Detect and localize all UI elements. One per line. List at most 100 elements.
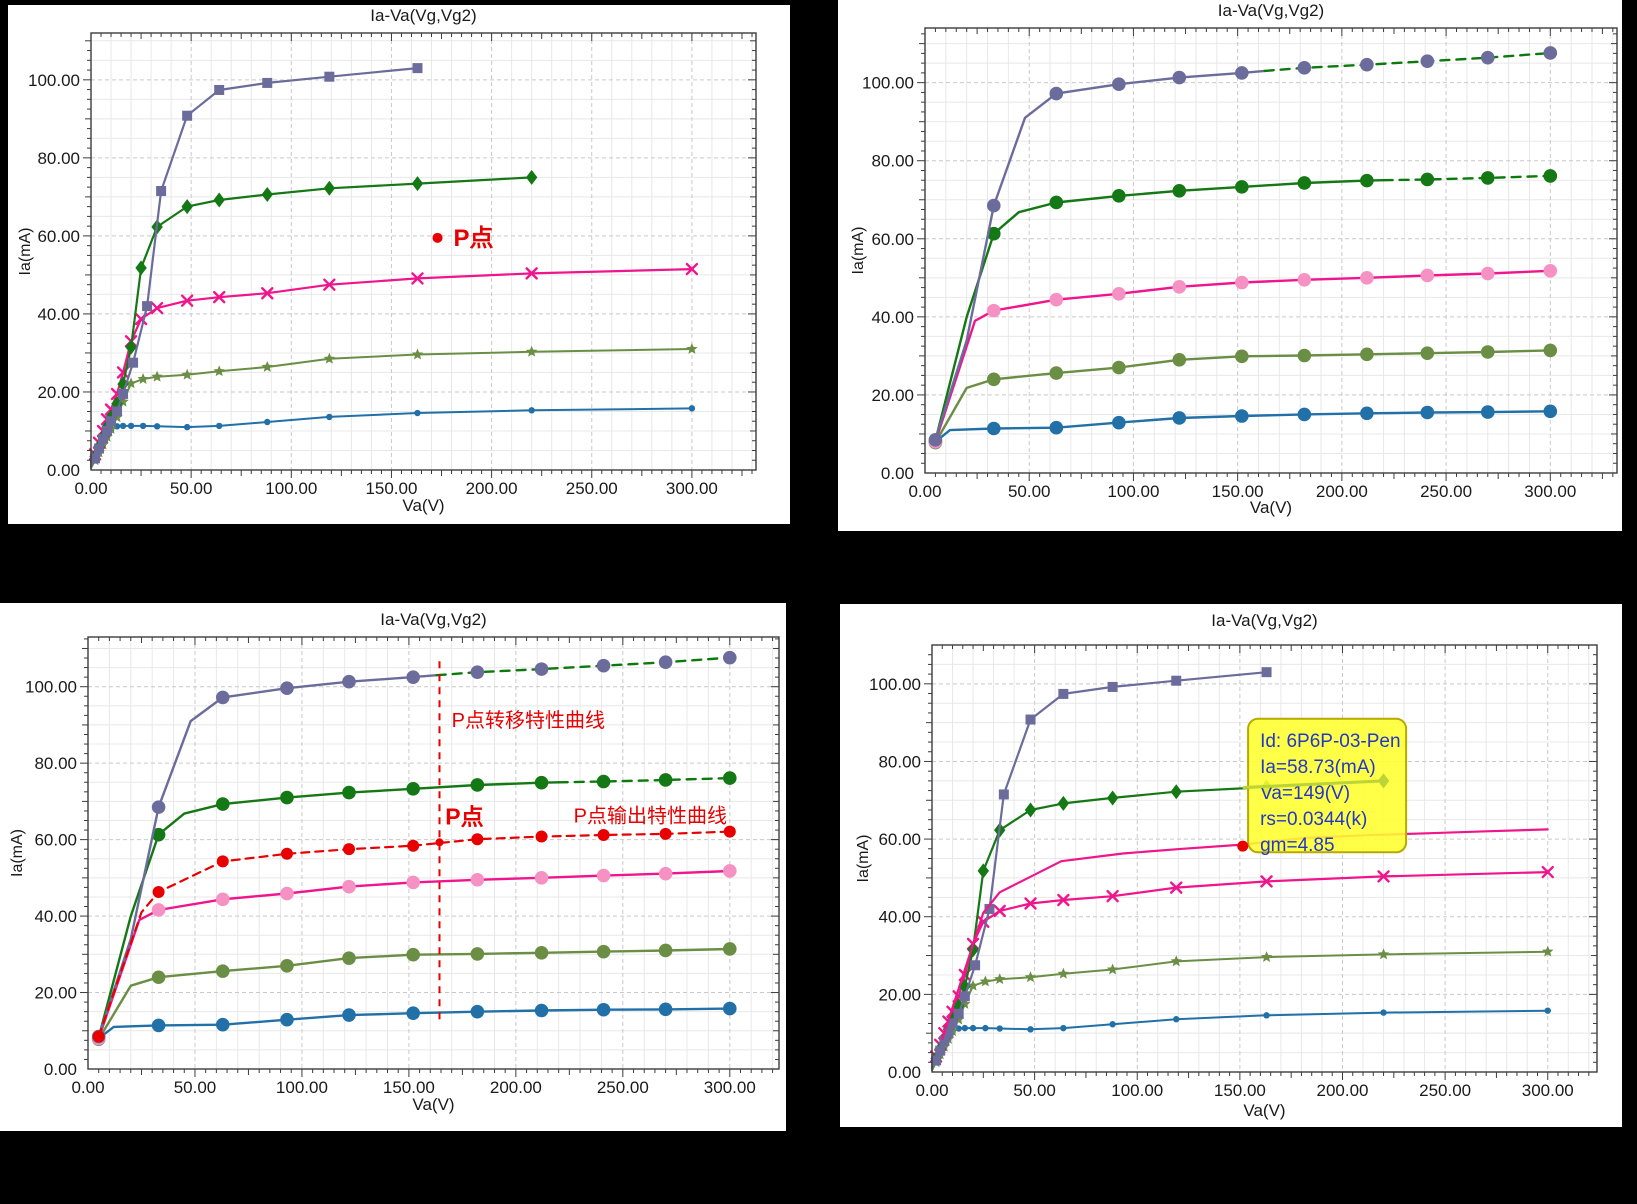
tooltip-line-1: Ia=58.73(mA) [1260,757,1376,778]
x-tick-label: 250.00 [566,479,618,498]
y-tick-label: 80.00 [878,752,921,771]
x-tick-label: 100.00 [265,479,317,498]
tooltip-line-2: Va=149(V) [1260,783,1350,804]
y-tick-label: 100.00 [25,678,77,697]
x-tick-label: 100.00 [276,1078,328,1097]
svg-text:P点: P点 [445,804,483,830]
y-tick-label: 80.00 [37,149,80,168]
x-tick-label: 200.00 [1316,482,1368,501]
series-curve-vg5-blue-dots [91,1001,737,1046]
y-tick-label: 100.00 [862,74,914,93]
p-point-dot[interactable] [1237,840,1249,852]
x-tick-label: 150.00 [1212,482,1264,501]
x-tick-label: 300.00 [704,1078,756,1097]
series-curve-vg1-slate [89,63,423,468]
series-curve-p-output-red [92,825,736,1043]
chart-top-right: 0.00 50.00 100.00 150.00 200.00 250.00 300.00 0… [850,1,1618,517]
x-tick-label: 150.00 [365,479,417,498]
highlight-diamond [1377,773,1390,789]
p-point-dot[interactable] [435,838,444,847]
y-tick-label: 40.00 [878,908,921,927]
y-tick-label: 80.00 [871,152,914,171]
x-tick-label: 250.00 [1419,1081,1471,1100]
x-tick-label: 300.00 [666,479,718,498]
y-tick-label: 40.00 [37,305,80,324]
series-curve-vg5-blue [90,405,696,469]
x-tick-label: 100.00 [1111,1081,1163,1100]
y-tick-label: 0.00 [881,464,914,483]
x-axis-label: Va(V) [1243,1101,1285,1120]
x-tick-label: 50.00 [170,479,213,498]
cursor-tooltip[interactable]: Id: 6P6P-03-Pen Ia=58.73(mA) Va=149(V) rs=0… [1247,717,1408,856]
axes [83,32,757,478]
grid [88,637,779,1069]
tooltip-line-3: rs=0.0344(k) [1260,809,1367,830]
y-tick-label: 60.00 [878,830,921,849]
axis-labels: 0.00 50.00 100.00 150.00 200.00 250.00 300.00 0… [855,611,1574,1120]
svg-text:P点转移特性曲线: P点转移特性曲线 [452,709,605,732]
chart-bottom-right: Id: 6P6P-03-Pen Ia=58.73(mA) Va=149(V) rs=0… [855,611,1598,1120]
x-axis-label: Va(V) [402,496,444,515]
y-axis-label: Ia(mA) [17,228,34,276]
series-curve-vg1-slate-dots [928,46,1558,447]
x-axis-label: Va(V) [412,1095,454,1114]
x-tick-label: 0.00 [71,1078,104,1097]
y-tick-label: 0.00 [44,1060,77,1079]
y-tick-label: 60.00 [871,230,914,249]
x-tick-label: 300.00 [1522,1081,1574,1100]
axes [917,27,1618,481]
x-tick-label: 0.00 [915,1081,948,1100]
x-tick-label: 50.00 [1008,482,1051,501]
x-tick-label: 150.00 [383,1078,435,1097]
x-tick-label: 200.00 [1316,1081,1368,1100]
highlight-segment [1242,779,1386,789]
svg-text:P点输出特性曲线: P点输出特性曲线 [574,805,727,828]
series-curve-vg5-blue-dots [928,404,1558,449]
y-tick-label: 20.00 [34,984,77,1003]
chart-title: Ia-Va(Vg,Vg2) [1218,1,1324,20]
series-curve-vg2-green-dots [97,771,737,1039]
axes [80,636,780,1077]
y-tick-label: 20.00 [37,383,80,402]
x-tick-label: 250.00 [597,1078,649,1097]
chart-title: Ia-Va(Vg,Vg2) [370,6,476,25]
axis-labels: 0.00 50.00 100.00 150.00 200.00 250.00 300.00 0… [17,6,718,515]
panel-cursor-tooltip: Id: 6P6P-03-Pen Ia=58.73(mA) Va=149(V) rs=0… [840,604,1622,1127]
axis-labels: 0.00 50.00 100.00 150.00 200.00 250.00 300.00 0… [850,1,1576,517]
p-point-label: P点 [445,804,483,830]
p-point-label: P点 [454,225,494,252]
chart-bottom-left: P点转移特性曲线 P点 P点输出特性曲线 0.00 50.00 100.00 150.00 2… [9,610,780,1114]
y-axis-label: Ia(mA) [855,835,872,883]
y-tick-label: 60.00 [37,227,80,246]
y-tick-label: 80.00 [34,754,77,773]
series-curve-vg1-slate-dots [91,650,737,1044]
y-tick-label: 0.00 [47,461,80,480]
series-curve-vg1-slate [930,667,1272,1070]
grid [932,645,1597,1072]
x-tick-label: 250.00 [1420,482,1472,501]
axis-labels: 0.00 50.00 100.00 150.00 200.00 250.00 300.00 0… [9,610,756,1114]
series-curve-vg2-green-dots [934,169,1558,442]
axes [924,644,1598,1080]
output-curve-label: P点输出特性曲线 [574,805,727,828]
series-curve-vg2-green [89,169,538,468]
panel-output-curves-dots: 0.00 50.00 100.00 150.00 200.00 250.00 300.00 0… [838,0,1622,531]
x-tick-label: 0.00 [908,482,941,501]
x-tick-label: 50.00 [174,1078,217,1097]
svg-text:P点: P点 [454,225,494,252]
y-tick-label: 100.00 [28,71,80,90]
x-tick-label: 200.00 [466,479,518,498]
tooltip-line-4: gm=4.85 [1260,835,1334,856]
x-tick-label: 150.00 [1214,1081,1266,1100]
x-tick-label: 200.00 [490,1078,542,1097]
tooltip-line-0: Id: 6P6P-03-Pen [1260,731,1400,752]
x-tick-label: 100.00 [1107,482,1159,501]
series-curve-vg5-blue [931,1007,1551,1072]
panel-p-point-annotated: P点转移特性曲线 P点 P点输出特性曲线 0.00 50.00 100.00 150.00 2… [0,603,786,1131]
chart-top-left: P点 0.00 50.00 100.00 150.00 200.00 250.00 300.0… [17,6,757,515]
p-point-dot[interactable] [432,232,443,243]
y-tick-label: 40.00 [34,907,77,926]
grid [925,28,1617,473]
y-axis-label: Ia(mA) [850,227,867,275]
